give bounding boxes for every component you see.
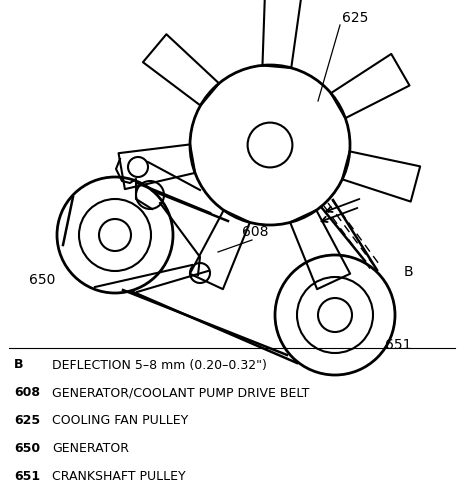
Text: COOLING FAN PULLEY: COOLING FAN PULLEY (52, 415, 188, 427)
Text: 608: 608 (14, 387, 40, 399)
Text: DEFLECTION 5–8 mm (0.20–0.32"): DEFLECTION 5–8 mm (0.20–0.32") (52, 358, 266, 372)
Text: B: B (14, 358, 24, 372)
Text: 651: 651 (14, 470, 40, 484)
Text: GENERATOR/COOLANT PUMP DRIVE BELT: GENERATOR/COOLANT PUMP DRIVE BELT (52, 387, 309, 399)
Text: 650: 650 (14, 443, 40, 456)
Text: 625: 625 (14, 415, 40, 427)
Text: GENERATOR: GENERATOR (52, 443, 129, 456)
Text: 608: 608 (241, 225, 268, 239)
Text: 625: 625 (341, 11, 368, 25)
Text: 650: 650 (29, 273, 55, 287)
Text: CRANKSHAFT PULLEY: CRANKSHAFT PULLEY (52, 470, 185, 484)
Text: B: B (402, 265, 412, 279)
Text: 651: 651 (384, 338, 410, 352)
